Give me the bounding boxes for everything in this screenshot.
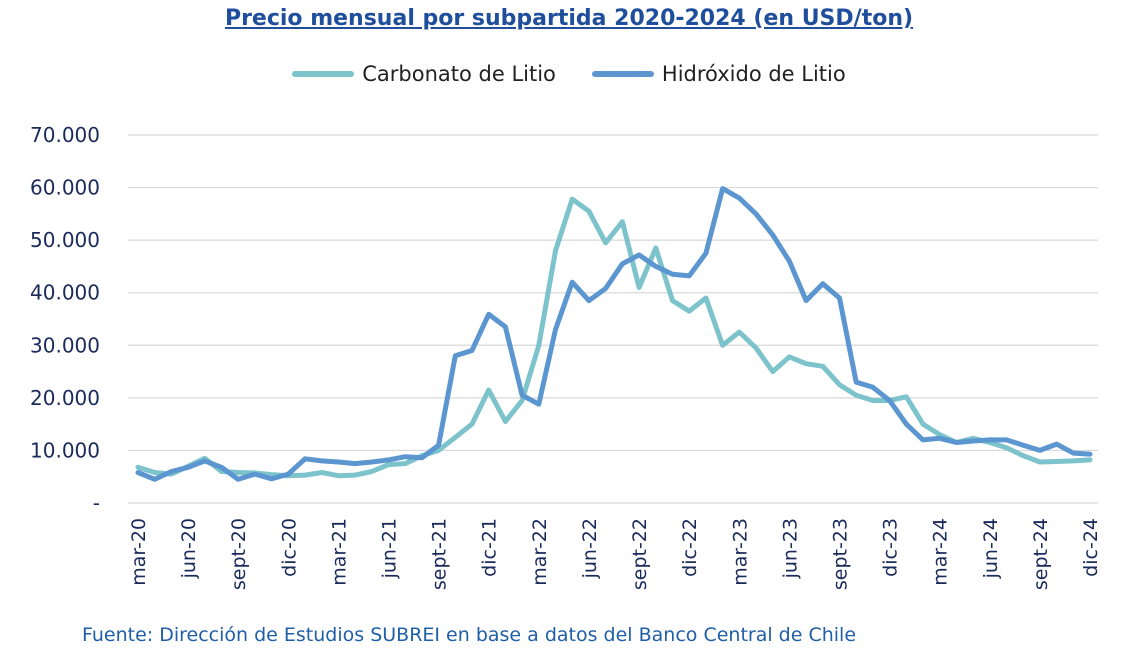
y-tick-label: 60.000 — [30, 176, 100, 200]
source-note: Fuente: Dirección de Estudios SUBREI en … — [82, 624, 857, 646]
x-tick-label: dic-24 — [1080, 518, 1102, 577]
x-tick-label: sept-23 — [829, 518, 851, 590]
y-tick-label: 70.000 — [30, 123, 100, 147]
x-tick-label: dic-21 — [479, 518, 501, 577]
y-tick-label: - — [93, 491, 100, 515]
x-tick-label: mar-24 — [930, 518, 952, 586]
x-tick-label: mar-23 — [729, 518, 751, 586]
y-tick-label: 40.000 — [30, 281, 100, 305]
x-tick-label: jun-22 — [579, 518, 601, 579]
y-tick-label: 50.000 — [30, 228, 100, 252]
legend-label-hidroxido: Hidróxido de Litio — [661, 62, 846, 86]
x-tick-label: sept-21 — [429, 518, 451, 590]
x-tick-label: dic-23 — [880, 518, 902, 577]
y-tick-label: 10.000 — [30, 438, 100, 462]
x-tick-label: jun-21 — [379, 518, 401, 579]
x-tick-label: mar-20 — [128, 518, 150, 586]
legend-swatch-hidroxido — [591, 71, 654, 77]
line-chart: - 10.000 20.000 30.000 40.000 50.000 60.000 70.… — [30, 123, 1102, 590]
legend-item-carbonato: Carbonato de Litio — [292, 62, 556, 86]
legend-label-carbonato: Carbonato de Litio — [362, 62, 556, 86]
legend-swatch-carbonato — [292, 71, 355, 77]
chart-title: Precio mensual por subpartida 2020-2024 … — [224, 6, 914, 31]
series-line-hidroxido — [135, 186, 1093, 482]
chart-legend: Carbonato de Litio Hidróxido de Litio — [0, 62, 1138, 86]
x-tick-label: dic-20 — [278, 518, 300, 577]
y-tick-label: 20.000 — [30, 386, 100, 410]
x-tick-label: sept-24 — [1030, 518, 1052, 590]
x-tick-label: mar-21 — [328, 518, 350, 586]
x-tick-label: dic-22 — [679, 518, 701, 577]
x-tick-label: mar-22 — [529, 518, 551, 586]
x-tick-label: jun-23 — [779, 518, 801, 579]
x-tick-label: jun-24 — [980, 518, 1002, 579]
x-tick-label: sept-20 — [228, 518, 250, 590]
series-line-carbonato — [135, 196, 1093, 479]
legend-item-hidroxido: Hidróxido de Litio — [591, 62, 846, 86]
x-tick-label: jun-20 — [178, 518, 200, 579]
x-tick-label: sept-22 — [629, 518, 651, 590]
y-tick-label: 30.000 — [30, 333, 100, 357]
